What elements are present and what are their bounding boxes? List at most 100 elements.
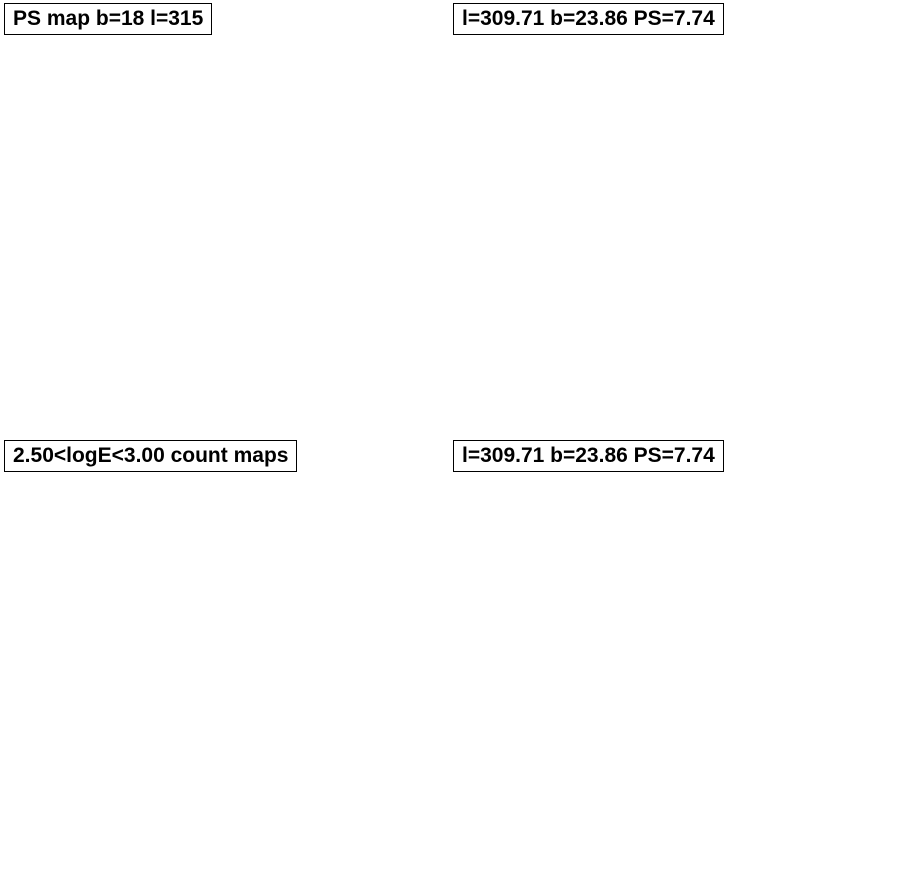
map-cell (73, 581, 81, 588)
map-grid-line (161, 479, 165, 826)
map-cell (180, 640, 188, 648)
map-cell (228, 658, 235, 665)
map-cell (79, 515, 87, 523)
map-cell (306, 116, 318, 128)
map-cell (306, 43, 318, 54)
map-cell (275, 314, 286, 326)
map-cell (151, 575, 158, 582)
map-cell (228, 801, 235, 808)
map-cell (115, 783, 122, 790)
source-label: GC (381, 731, 398, 743)
map-cell (341, 497, 348, 505)
map-cell (149, 262, 160, 274)
map-cell (127, 569, 134, 576)
map-cell (170, 262, 181, 274)
map-cell (395, 735, 401, 743)
map-cell (341, 741, 348, 749)
map-cell (389, 628, 396, 636)
map-cell (109, 747, 116, 755)
map-cell (85, 610, 93, 618)
map-cell (212, 168, 223, 180)
map-cell (359, 587, 366, 594)
map-cell (109, 646, 116, 653)
map-cell (107, 63, 118, 75)
map-cell (329, 575, 337, 582)
contour (365, 141, 385, 149)
map-cell (79, 485, 87, 493)
map-cell (347, 539, 354, 546)
map-cell (353, 759, 360, 767)
map-cell (192, 545, 200, 552)
map-cell (128, 53, 139, 65)
map-cell (329, 497, 337, 505)
map-cell (377, 753, 384, 761)
map-cell (44, 43, 55, 54)
contour (371, 628, 402, 696)
map-cell (55, 539, 63, 546)
map-cell (335, 759, 342, 767)
map-cell (192, 527, 200, 535)
map-cell (139, 813, 146, 820)
map-cell (174, 593, 182, 600)
map-cell (293, 515, 301, 523)
map-cell (264, 293, 276, 305)
map-cell (299, 563, 307, 570)
map-cell (371, 515, 378, 523)
map-cell (107, 220, 118, 232)
map-cell (246, 485, 253, 493)
map-cell (264, 241, 276, 253)
map-cell (79, 527, 87, 535)
map-cell (380, 105, 391, 117)
map-cell (180, 84, 192, 96)
map-cell (365, 545, 372, 552)
map-cell (359, 729, 366, 737)
map-cell (168, 747, 176, 755)
map-cell (44, 539, 51, 546)
map-cell (151, 634, 158, 642)
map-cell (276, 485, 283, 493)
map-cell (311, 682, 319, 689)
map-cell (75, 252, 87, 264)
map-cell (73, 485, 81, 493)
map-cell (103, 598, 110, 606)
map-cell (270, 634, 277, 642)
map-cell (117, 63, 129, 75)
map-cell (389, 634, 396, 642)
map-cell (359, 569, 366, 576)
map-cell (359, 783, 366, 790)
map-cell (317, 783, 325, 790)
map-grid-line (43, 646, 402, 651)
map-cell (353, 717, 360, 725)
map-cell (341, 640, 348, 648)
map-cell (246, 598, 253, 606)
map-cell (234, 581, 241, 588)
map-cell (163, 622, 170, 630)
map-cell (371, 640, 378, 648)
map-cell (163, 604, 170, 612)
map-cell (121, 480, 128, 487)
map-cell (91, 515, 99, 523)
map-cell (264, 497, 271, 505)
map-cell (163, 527, 170, 535)
map-cell (293, 604, 301, 612)
map-cell (305, 729, 313, 737)
map-cell (201, 158, 213, 169)
map-cell (389, 759, 396, 767)
map-cell (192, 616, 200, 624)
map-cell (145, 741, 152, 749)
map-cell (170, 189, 181, 201)
map-cell (103, 652, 110, 659)
map-cell (61, 497, 69, 505)
map-cell (347, 747, 354, 755)
map-cell (254, 63, 265, 75)
map-cell (157, 563, 164, 570)
map-cell (86, 210, 97, 222)
map-cell (79, 747, 87, 755)
map-cell (198, 777, 206, 784)
map-cell (44, 485, 51, 493)
map-cell (234, 789, 241, 796)
map-cell (55, 593, 63, 600)
map-cell (107, 43, 118, 54)
map-cell (198, 485, 206, 493)
map-cell (335, 670, 342, 677)
